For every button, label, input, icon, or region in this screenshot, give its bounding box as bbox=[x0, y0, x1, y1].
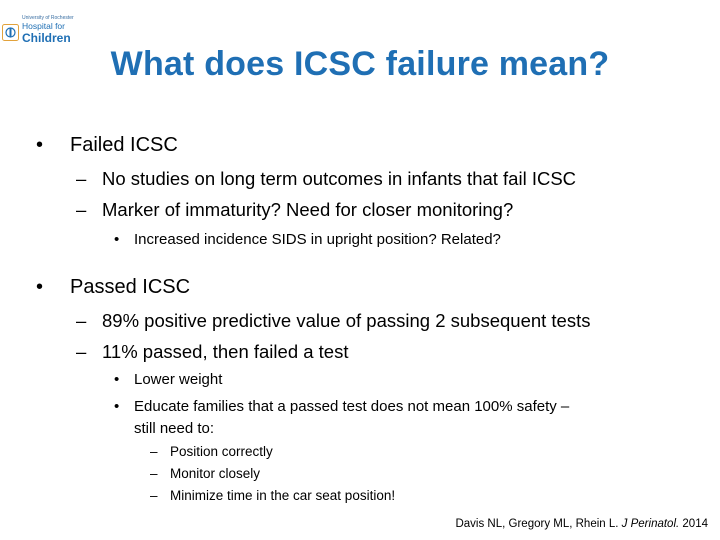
dash-marker: – bbox=[150, 466, 158, 481]
failed-subsub-1: Increased incidence SIDS in upright posi… bbox=[134, 231, 501, 248]
action-position: Position correctly bbox=[170, 444, 273, 459]
logo-line-2: Hospital for bbox=[22, 21, 65, 31]
bullet-passed-icsc: Passed ICSC bbox=[70, 276, 191, 298]
citation: Davis NL, Gregory ML, Rhein L. J Perinat… bbox=[455, 518, 708, 530]
logo-line-3: Children bbox=[22, 30, 71, 45]
passed-subsub-1: Lower weight bbox=[134, 371, 223, 388]
action-minimize: Minimize time in the car seat position! bbox=[170, 488, 396, 503]
failed-sub-2: Marker of immaturity? Need for closer mo… bbox=[102, 199, 514, 220]
slide-title: What does ICSC failure mean? bbox=[110, 45, 610, 83]
dash-marker: – bbox=[76, 341, 87, 362]
dash-marker: – bbox=[150, 444, 158, 459]
bullet-dot: • bbox=[114, 231, 120, 248]
dash-marker: – bbox=[76, 199, 87, 220]
citation-year: 2014 bbox=[682, 518, 708, 530]
passed-sub-2: 11% passed, then failed a test bbox=[102, 341, 349, 362]
failed-sub-1: No studies on long term outcomes in infa… bbox=[102, 168, 577, 189]
logo-line-1: University of Rochester bbox=[22, 15, 74, 21]
dash-marker: – bbox=[76, 168, 87, 189]
passed-subsub-2: Educate families that a passed test does… bbox=[134, 398, 570, 415]
citation-journal: J Perinatol. bbox=[621, 518, 680, 530]
hospital-logo-icon bbox=[2, 24, 19, 41]
bullet-dot: • bbox=[36, 134, 44, 156]
dash-marker: – bbox=[76, 310, 87, 331]
bullet-failed-icsc: Failed ICSC bbox=[70, 134, 178, 156]
passed-subsub-2-cont: still need to: bbox=[134, 420, 215, 437]
passed-sub-1: 89% positive predictive value of passing… bbox=[102, 310, 591, 331]
bullet-dot: • bbox=[114, 398, 120, 415]
action-monitor: Monitor closely bbox=[170, 466, 261, 481]
bullet-dot: • bbox=[114, 371, 120, 388]
citation-authors: Davis NL, Gregory ML, Rhein L. bbox=[455, 518, 619, 530]
hospital-logo: University of Rochester Hospital for Chi… bbox=[2, 16, 78, 44]
bullet-dot: • bbox=[36, 276, 44, 298]
dash-marker: – bbox=[150, 488, 158, 503]
